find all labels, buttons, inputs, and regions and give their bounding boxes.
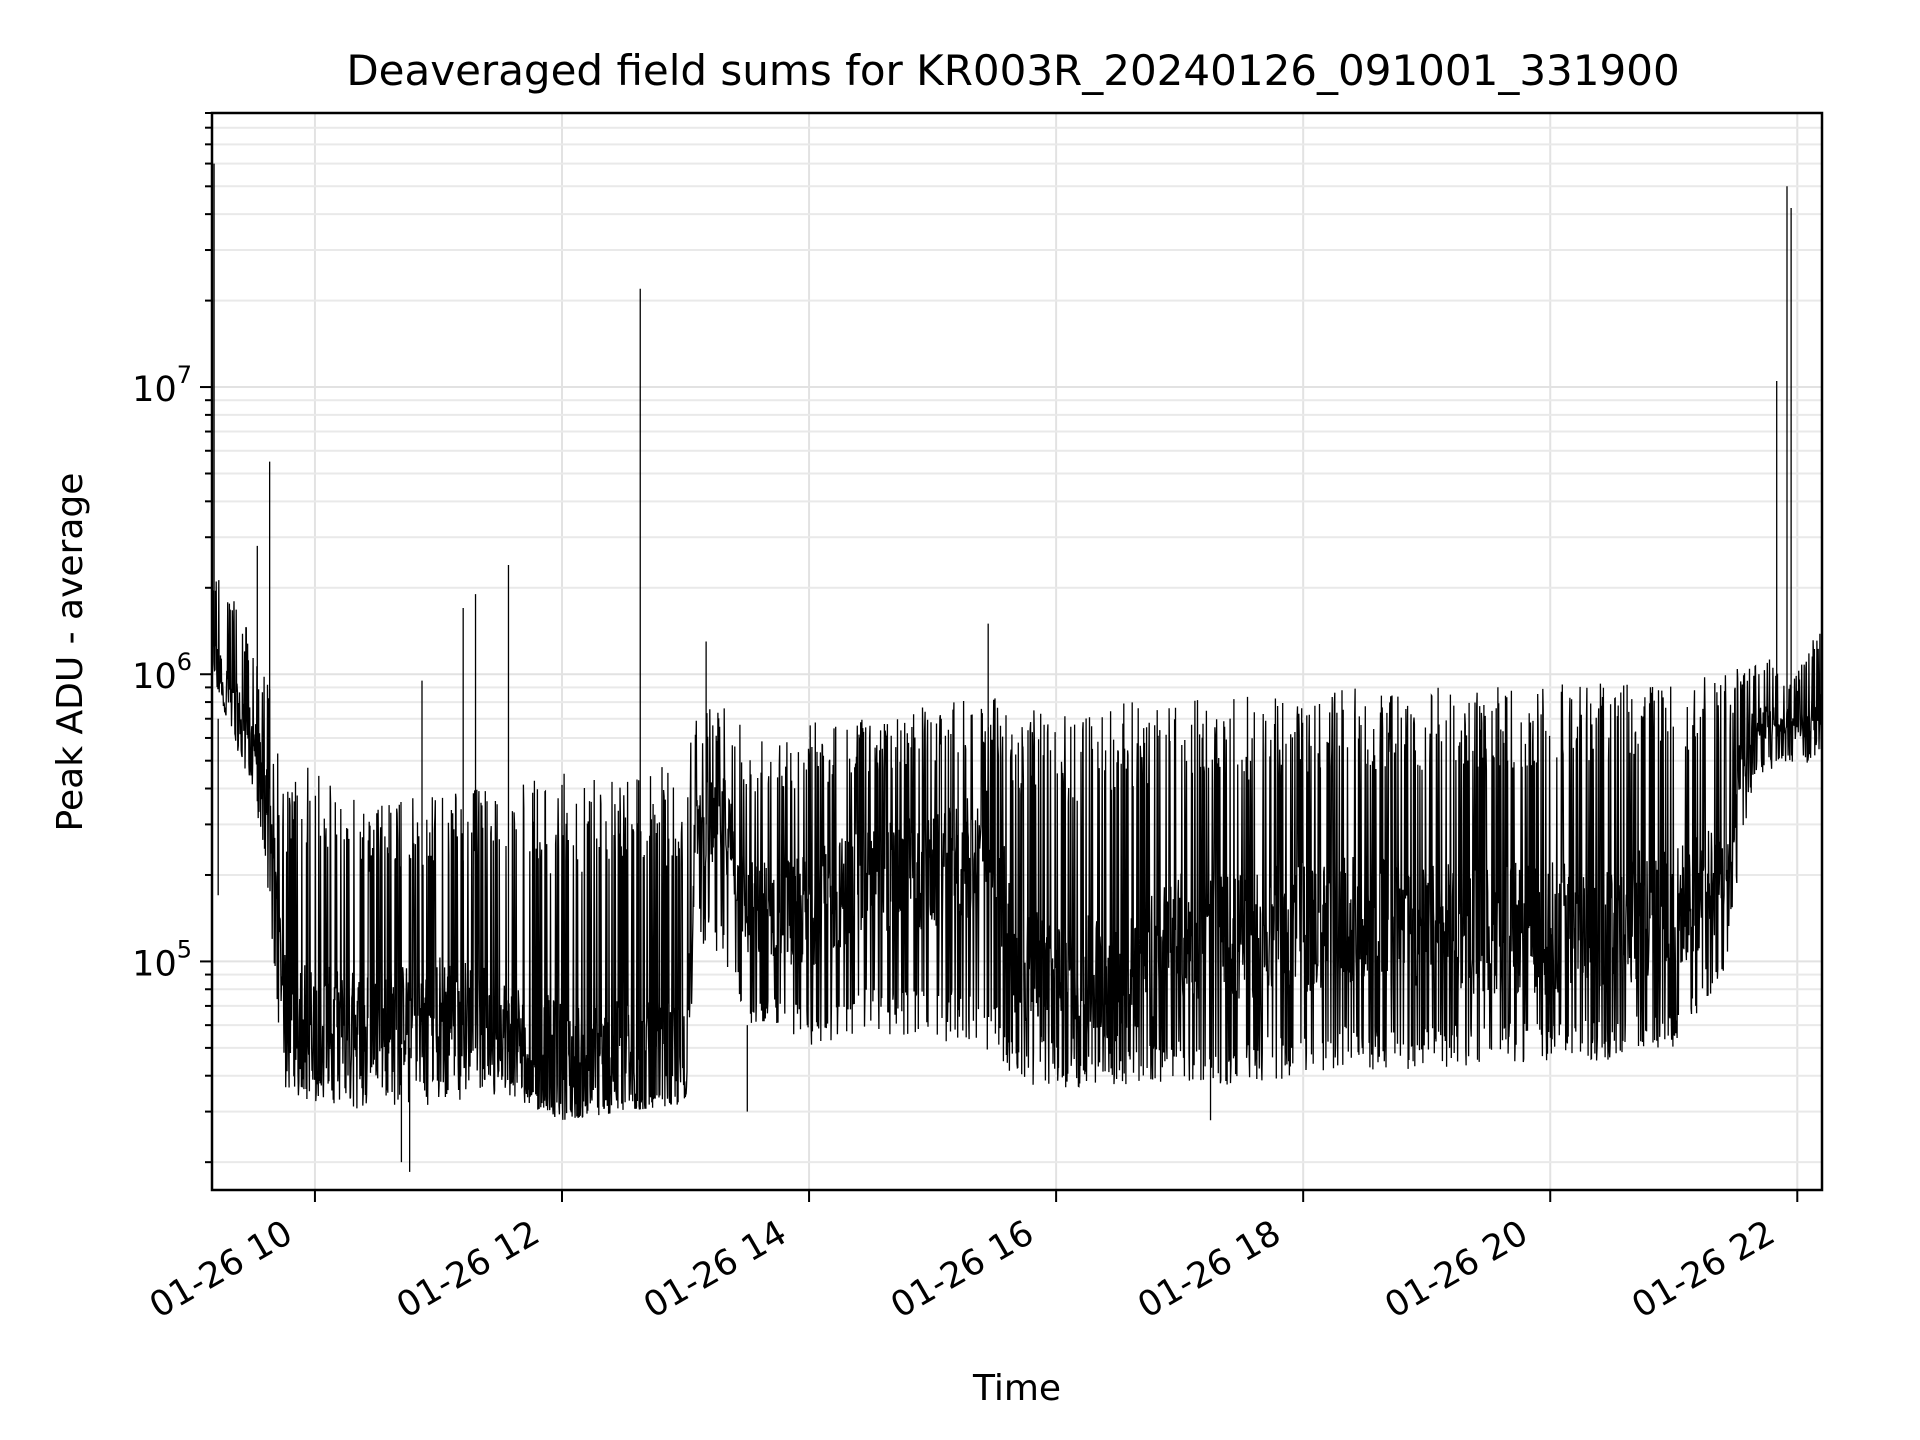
y-tick-label: 107 bbox=[132, 361, 192, 410]
y-tick-label: 106 bbox=[132, 648, 192, 697]
chart-title: Deaveraged field sums for KR003R_2024012… bbox=[346, 46, 1679, 95]
y-axis-label: Peak ADU - average bbox=[50, 473, 91, 832]
plot-frame bbox=[210, 111, 1824, 1192]
y-axis: 105 106 107 bbox=[132, 112, 212, 1164]
series-line bbox=[211, 580, 1823, 1120]
y-tick-label: 105 bbox=[132, 935, 192, 984]
x-axis-label: Time bbox=[972, 1368, 1061, 1409]
